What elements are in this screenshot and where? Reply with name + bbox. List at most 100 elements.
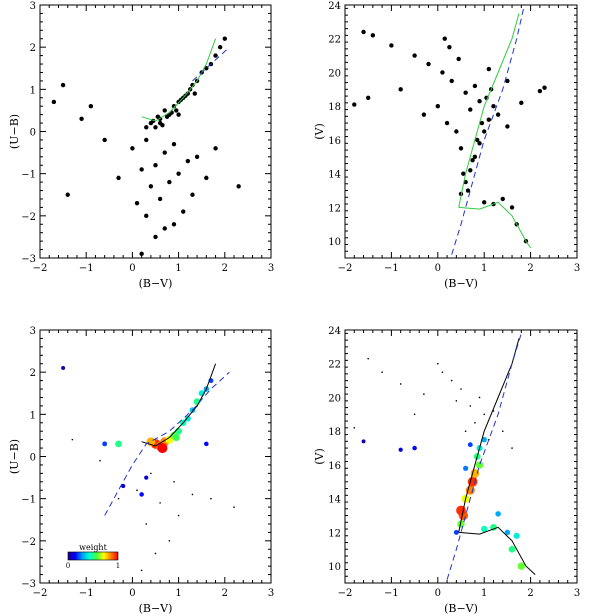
- y-tick-label: 0: [30, 453, 36, 464]
- data-point: [486, 117, 492, 122]
- data-point: [79, 116, 84, 122]
- x-axis-label: (B−V): [139, 277, 173, 290]
- weighted-point: [172, 433, 180, 442]
- plot-area: [61, 363, 235, 572]
- data-point: [442, 36, 447, 41]
- weighted-point: [467, 442, 473, 448]
- y-tick-label: 16: [328, 136, 341, 147]
- data-point: [353, 427, 356, 429]
- data-point: [458, 146, 464, 151]
- weight-legend-min: 0: [66, 562, 70, 570]
- data-point: [468, 107, 473, 112]
- data-point: [144, 213, 149, 219]
- data-point: [491, 104, 496, 109]
- data-point: [472, 154, 478, 159]
- data-point: [88, 104, 94, 109]
- data-point: [150, 472, 152, 475]
- data-point: [210, 497, 212, 500]
- y-tick-label: 3: [30, 326, 36, 337]
- data-point: [153, 125, 158, 130]
- data-point: [381, 371, 383, 373]
- x-tick-label: 2: [222, 263, 228, 274]
- data-point: [461, 171, 466, 176]
- y-tick-label: 20: [328, 393, 341, 404]
- weighted-point: [412, 445, 417, 451]
- weighted-point: [204, 441, 209, 447]
- data-point: [477, 98, 482, 104]
- x-tick-label: 2: [222, 588, 228, 599]
- data-point: [181, 209, 186, 214]
- weighted-point: [495, 511, 501, 517]
- data-point: [399, 383, 402, 385]
- data-point: [102, 137, 107, 143]
- data-point: [423, 393, 425, 395]
- isochrone-line: [141, 38, 217, 122]
- y-tick-label: 20: [328, 68, 341, 79]
- data-point: [190, 82, 195, 88]
- isochrone-line: [458, 338, 520, 533]
- y-tick-label: 2: [30, 43, 36, 54]
- data-point: [456, 56, 461, 62]
- y-tick-label: −2: [21, 212, 36, 223]
- plot-area: [353, 333, 536, 580]
- data-point: [361, 29, 366, 35]
- data-point: [192, 91, 197, 96]
- data-point: [116, 175, 121, 181]
- data-point: [482, 200, 487, 205]
- y-tick-label: 2: [30, 368, 36, 379]
- data-point: [469, 405, 472, 407]
- data-point: [171, 104, 177, 109]
- y-tick-label: 18: [328, 102, 341, 113]
- data-point: [65, 192, 70, 197]
- data-point: [164, 114, 170, 119]
- y-tick-label: 1: [30, 85, 36, 96]
- data-point: [169, 110, 174, 115]
- plot-area: [352, 8, 547, 255]
- data-point: [173, 481, 175, 483]
- weighted-point: [184, 415, 191, 422]
- weighted-point: [480, 525, 488, 533]
- data-point: [474, 421, 476, 424]
- data-point: [454, 129, 459, 134]
- data-point: [144, 125, 149, 130]
- data-point: [139, 167, 144, 172]
- data-point: [449, 78, 454, 84]
- data-point: [140, 569, 143, 572]
- data-point: [477, 141, 482, 146]
- y-tick-label: 22: [328, 360, 341, 371]
- y-tick-label: 0: [30, 128, 36, 139]
- y-tick-label: 24: [328, 1, 341, 12]
- data-point: [60, 82, 66, 88]
- data-point: [177, 514, 180, 517]
- data-point: [495, 112, 501, 117]
- data-point: [472, 83, 478, 89]
- data-point: [213, 53, 218, 58]
- isochrone-line: [458, 201, 532, 249]
- data-point: [389, 43, 394, 48]
- x-tick-label: 3: [268, 588, 274, 599]
- x-tick-label: 0: [129, 588, 135, 599]
- y-tick-label: −3: [21, 254, 36, 265]
- data-point: [366, 95, 371, 100]
- data-point: [145, 523, 148, 525]
- data-point: [501, 430, 504, 433]
- data-point: [159, 502, 161, 504]
- data-point: [447, 44, 452, 50]
- data-point: [153, 234, 158, 240]
- y-tick-label: 24: [328, 326, 341, 337]
- x-tick-label: 1: [481, 588, 487, 599]
- axes-frame: [39, 329, 272, 584]
- isochrone-line: [141, 363, 217, 447]
- data-point: [176, 112, 181, 117]
- data-point: [130, 146, 135, 151]
- x-tick-label: 1: [175, 588, 181, 599]
- y-tick-label: 10: [328, 562, 341, 573]
- weighted-point: [463, 465, 469, 471]
- data-point: [134, 200, 140, 206]
- data-point: [509, 205, 515, 210]
- weighted-point: [398, 447, 403, 452]
- data-point: [352, 102, 357, 107]
- weighted-point: [508, 545, 516, 553]
- x-axis-label: (B−V): [444, 602, 478, 615]
